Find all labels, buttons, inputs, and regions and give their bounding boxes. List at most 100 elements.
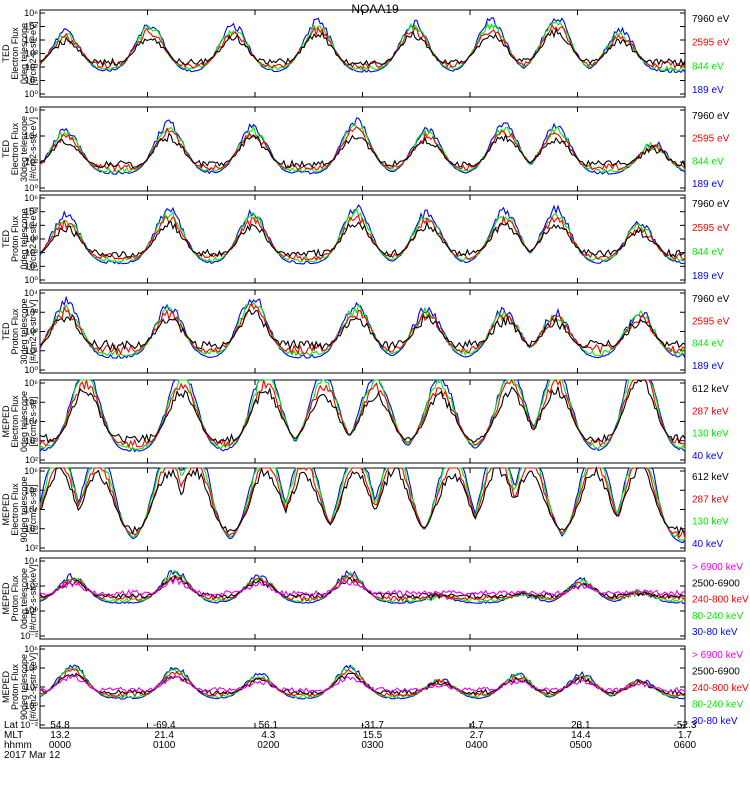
legend-entry: 2595 eV xyxy=(692,38,730,49)
series-line-189-eV xyxy=(39,17,686,74)
legend-entry: 189 eV xyxy=(692,179,724,190)
y-axis-label: TEDElectron Flux0deg telescope[#/cm2-s-s… xyxy=(1,21,38,85)
legend-entry: 2595 eV xyxy=(692,223,730,234)
footer-lat: -31.7 xyxy=(361,720,384,731)
series-line-7960-eV xyxy=(39,27,686,67)
y-axis-label-line: Electron Flux xyxy=(10,395,20,448)
y-axis-label-line: 30deg telescope xyxy=(19,116,29,182)
series-line-40-keV xyxy=(39,379,686,453)
legend-entry: 7960 eV xyxy=(692,14,730,25)
y-tick-label: 10² xyxy=(25,682,38,692)
y-tick-label: 10³ xyxy=(25,49,38,59)
legend-entry: 7960 eV xyxy=(692,199,730,210)
footer-mlt: 13.2 xyxy=(50,730,70,741)
panel-frame-3 xyxy=(39,289,686,374)
y-axis-label-line: [#/cm2-s-str] xyxy=(28,396,38,446)
panel-frame-0 xyxy=(39,9,686,98)
legend-entry: 189 eV xyxy=(692,85,724,96)
legend-entry: 40 keV xyxy=(692,539,723,550)
y-tick-label: 10³ xyxy=(25,234,38,244)
legend-entry: 30-80 keV xyxy=(692,716,738,727)
legend-entry: 30-80 keV xyxy=(692,627,738,638)
series-line-2595-eV xyxy=(39,214,686,262)
y-axis-label-line: 0deg telescope xyxy=(19,568,29,629)
y-tick-label: 10⁵ xyxy=(24,397,38,407)
footer-row-label: MLT xyxy=(4,730,23,741)
series-line-130-keV xyxy=(39,378,686,451)
y-axis-label: TEDProton Flux0deg telescope[#/cm2-s-str… xyxy=(1,207,38,271)
series-line-2595-eV xyxy=(39,126,686,172)
series-line-7960-eV xyxy=(39,309,686,352)
y-axis-label: MEPEDProton Flux0deg telescope[#/cm2-s-s… xyxy=(1,564,38,633)
y-tick-label: 10² xyxy=(25,543,38,553)
legend-entry: 7960 eV xyxy=(692,294,730,305)
y-axis-label-line: [#/cm2-s-str-eV] xyxy=(28,207,38,271)
date-label: 2017 Mar 12 xyxy=(4,750,61,761)
y-tick-label: 10⁴ xyxy=(24,288,38,298)
footer-hhmm: 0500 xyxy=(570,740,593,751)
footer-mlt: 21.4 xyxy=(154,730,174,741)
series-line-612-keV xyxy=(39,379,686,445)
footer-lat: 4.7 xyxy=(470,720,484,731)
y-tick-label: 10⁵ xyxy=(24,485,38,495)
y-axis-label-line: [#/cm2-s-str-eV] xyxy=(28,299,38,363)
footer-lat: -52.3 xyxy=(674,720,697,731)
y-axis-label: MEPEDElectron Flux0deg telescope[#/cm2-s… xyxy=(1,391,38,452)
y-axis-label-line: 90deg telescope xyxy=(19,476,29,542)
y-tick-label: 10² xyxy=(25,327,38,337)
y-tick-label: 10⁶ xyxy=(24,105,38,115)
footer-hhmm: 0200 xyxy=(257,740,280,751)
y-tick-label: 10⁰ xyxy=(24,701,38,711)
y-axis-label-line: TED xyxy=(1,322,11,341)
legend-entry: 2500-6900 xyxy=(692,578,740,589)
y-axis-label-line: MEPED xyxy=(1,493,11,526)
y-tick-label: 10³ xyxy=(25,307,38,317)
y-tick-label: 10² xyxy=(25,157,38,167)
footer-hhmm: 0000 xyxy=(49,740,72,751)
legend-entry: 844 eV xyxy=(692,156,724,167)
legend-entry: 844 eV xyxy=(692,339,724,350)
y-tick-label: 10⁶ xyxy=(24,193,38,203)
legend-entry: 7960 eV xyxy=(692,111,730,122)
legend-entry: 612 keV xyxy=(692,472,729,483)
legend-entry: 2500-6900 xyxy=(692,667,740,678)
y-axis-label-line: 0deg telescope xyxy=(19,23,29,84)
y-tick-label: 10⁴ xyxy=(24,220,38,230)
legend-entry: 130 keV xyxy=(692,429,729,440)
y-axis-label-line: Proton Flux xyxy=(10,663,20,710)
legend-entry: 2595 eV xyxy=(692,316,730,327)
y-tick-label: 10⁻² xyxy=(20,720,38,730)
y-axis-label-line: 0deg telescope xyxy=(19,208,29,269)
y-axis-label: TEDElectron Flux30deg telescope[#/cm2-s-… xyxy=(1,116,38,182)
y-axis-label-line: TED xyxy=(1,44,11,63)
footer-lat: 54.8 xyxy=(50,720,70,731)
y-axis-label-line: 0deg telescope xyxy=(19,391,29,452)
footer-mlt: 14.4 xyxy=(571,730,591,741)
y-tick-label: 10³ xyxy=(25,436,38,446)
y-axis-label-line: 30deg telescope xyxy=(19,298,29,364)
legend-entry: 240-800 keV xyxy=(692,683,749,694)
y-tick-label: 10² xyxy=(25,581,38,591)
footer-row-label: Lat xyxy=(4,720,18,731)
y-axis-label-line: TED xyxy=(1,229,11,248)
legend-entry: 287 keV xyxy=(692,494,729,505)
y-tick-label: 10⁴ xyxy=(24,417,38,427)
legend-entry: 189 eV xyxy=(692,271,724,282)
y-axis-label-line: [#/cm2-s-str-eV] xyxy=(28,21,38,85)
panel-frame-4 xyxy=(39,379,686,464)
y-axis-label-line: [#/cm2-s-str] xyxy=(28,484,38,534)
panel-frame-1 xyxy=(39,106,686,192)
footer-hhmm: 0600 xyxy=(674,740,697,751)
y-axis-label-line: MEPED xyxy=(1,582,11,615)
y-axis-label-line: TED xyxy=(1,139,11,158)
footer-hhmm: 0100 xyxy=(153,740,176,751)
y-tick-label: 10⁵ xyxy=(24,207,38,217)
y-tick-label: 10⁴ xyxy=(24,556,38,566)
footer-lat: 56.1 xyxy=(259,720,279,731)
footer-lat: -69.4 xyxy=(153,720,176,731)
y-tick-label: 10⁰ xyxy=(24,183,38,193)
y-tick-label: 10¹ xyxy=(25,346,38,356)
y-tick-label: 10³ xyxy=(25,524,38,534)
y-tick-label: 10⁻² xyxy=(20,631,38,641)
